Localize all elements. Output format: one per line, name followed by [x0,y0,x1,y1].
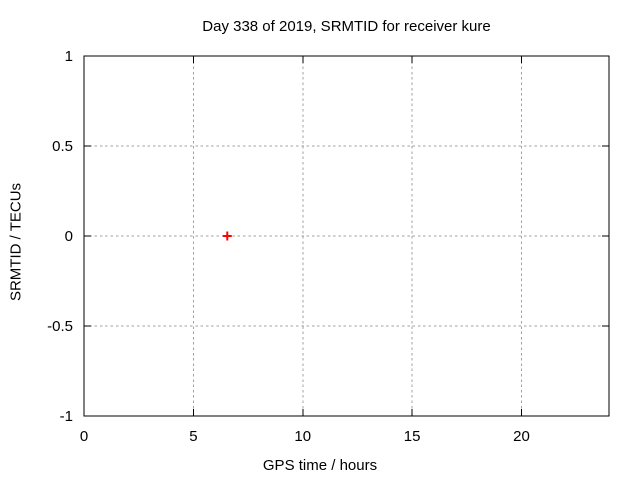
y-tick-label: 1 [65,48,73,65]
series-layer [222,231,232,241]
x-tick-label: 0 [80,428,88,445]
chart-title: Day 338 of 2019, SRMTID for receiver kur… [202,18,491,35]
x-tick-label: 10 [294,428,311,445]
x-tick-label: 15 [404,428,421,445]
y-tick-label: 0 [65,228,73,245]
tick-label-layer: 0 5 10 15 20 1 0.5 0 -0.5 -1 [47,48,530,445]
y-tick-label: -0.5 [47,318,73,335]
y-tick-label: 0.5 [52,138,73,155]
tick-layer [83,55,609,417]
grid-layer [84,56,609,416]
y-tick-label: -1 [60,408,73,425]
x-tick-label: 20 [513,428,530,445]
x-axis-label: GPS time / hours [262,457,378,474]
x-tick-label: 5 [189,428,197,445]
